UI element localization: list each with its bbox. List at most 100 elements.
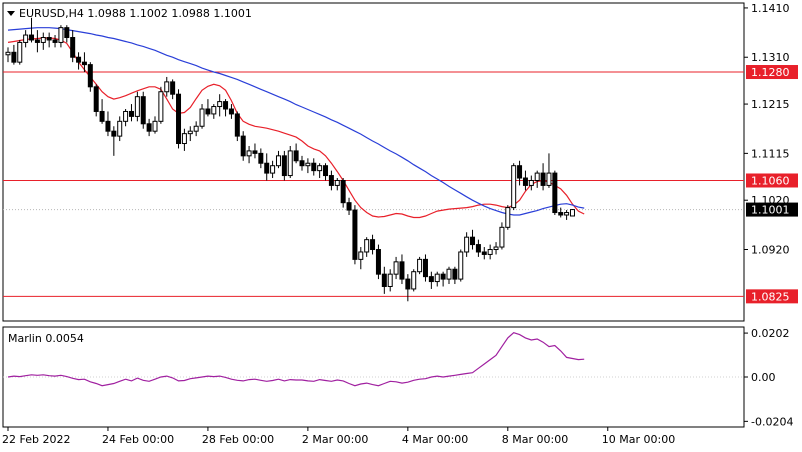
symbol-menu-triangle-icon[interactable] — [7, 11, 15, 16]
candle-body — [193, 125, 199, 132]
candle-55 — [328, 170, 334, 191]
level-tag-1.1280 — [746, 65, 798, 80]
candle-body — [434, 273, 440, 283]
candle-36 — [217, 94, 223, 117]
candle-34 — [205, 99, 211, 117]
time-tick-label: 8 Mar 00:00 — [502, 433, 568, 446]
candle-92 — [546, 153, 552, 188]
time-tick-label: 28 Feb 00:00 — [202, 433, 274, 446]
candle-body — [64, 27, 70, 39]
candle-body — [270, 165, 276, 174]
candle-body — [170, 81, 176, 95]
horizontal-levels — [3, 71, 744, 297]
candle-body — [370, 239, 376, 251]
candle-69 — [411, 269, 417, 292]
candle-body — [311, 162, 317, 172]
candle-46 — [275, 150, 281, 169]
candle-56 — [334, 178, 340, 191]
candle-81 — [481, 247, 487, 260]
candle-body — [146, 123, 152, 132]
candle-body — [117, 120, 123, 137]
candle-body — [428, 276, 434, 283]
candle-body — [187, 130, 193, 135]
candle-body — [393, 261, 399, 275]
candle-96 — [569, 209, 575, 217]
level-tag-1.1060 — [746, 173, 798, 188]
candle-80 — [475, 239, 481, 257]
candle-body — [540, 172, 546, 186]
level-tag-text-1.1280: 1.1280 — [751, 66, 790, 79]
candle-body — [458, 251, 464, 280]
candle-73 — [434, 271, 440, 287]
candle-body — [452, 268, 458, 280]
candle-body — [23, 34, 29, 43]
candle-body — [34, 39, 40, 43]
candle-body — [375, 249, 381, 275]
candle-body — [205, 108, 211, 115]
candle-body — [381, 273, 387, 287]
candle-body — [264, 162, 270, 174]
indicator-tick-label: 0.0202 — [751, 327, 790, 340]
price-tick-label: 1.1115 — [751, 147, 790, 160]
candle-body — [493, 246, 499, 251]
candle-44 — [264, 153, 270, 181]
candle-body — [128, 110, 134, 117]
candle-body — [40, 37, 46, 43]
candle-65 — [387, 269, 393, 292]
candle-body — [176, 93, 182, 145]
candle-89 — [528, 175, 534, 191]
candle-77 — [458, 249, 464, 282]
candle-body — [211, 106, 217, 115]
candle-83 — [493, 242, 499, 255]
candle-body — [558, 212, 564, 216]
candle-7 — [46, 32, 52, 48]
price-tick-label: 1.1310 — [751, 51, 790, 64]
candle-68 — [405, 274, 411, 302]
candle-63 — [375, 244, 381, 280]
fast-moving-average-line — [7, 37, 585, 219]
candle-body — [358, 251, 364, 260]
indicator-tick-label: 0.00 — [751, 371, 776, 384]
chart-header: EURUSD,H4 1.0988 1.1002 1.0988 1.1001 — [7, 7, 252, 20]
candle-17 — [105, 111, 111, 137]
time-tick-label: 2 Mar 00:00 — [302, 433, 368, 446]
level-tag-1.0825 — [746, 289, 798, 304]
indicator-label: Marlin 0.0054 — [8, 332, 84, 345]
candle-body — [552, 172, 558, 214]
candle-74 — [440, 271, 446, 287]
candle-body — [475, 244, 481, 253]
candle-50 — [299, 155, 305, 171]
candle-body — [181, 133, 187, 145]
candle-10 — [64, 25, 70, 43]
candle-body — [152, 120, 158, 132]
candle-2 — [17, 39, 23, 65]
candle-body — [5, 51, 11, 56]
candle-body — [440, 273, 446, 280]
candle-19 — [117, 116, 123, 142]
candle-76 — [452, 266, 458, 285]
candle-1 — [11, 44, 17, 65]
time-tick-label: 24 Feb 00:00 — [102, 433, 174, 446]
candle-5 — [34, 30, 40, 53]
main-chart-panel[interactable] — [2, 2, 745, 322]
candle-body — [534, 172, 540, 181]
candle-47 — [281, 150, 287, 181]
candle-24 — [146, 118, 152, 137]
candle-66 — [393, 256, 399, 280]
candle-body — [411, 271, 417, 290]
candle-11 — [70, 30, 76, 63]
candle-21 — [128, 104, 134, 122]
candle-body — [564, 212, 570, 216]
candle-67 — [399, 254, 405, 285]
candle-22 — [134, 91, 140, 122]
candle-body — [328, 175, 334, 186]
candle-body — [511, 165, 517, 209]
candle-88 — [522, 170, 528, 191]
candle-84 — [499, 222, 505, 250]
candle-body — [546, 172, 552, 186]
candle-40 — [240, 131, 246, 161]
candle-body — [499, 226, 505, 248]
moving-averages — [7, 27, 585, 219]
candle-28 — [170, 79, 176, 100]
